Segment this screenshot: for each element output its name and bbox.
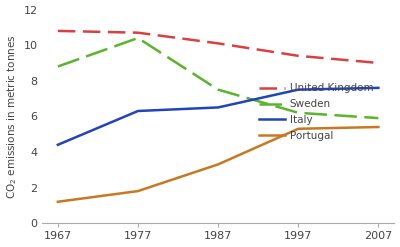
Sweden: [216, 88, 220, 91]
Sweden: [376, 117, 381, 120]
Y-axis label: CO$_2$ emissions in metric tonnes: CO$_2$ emissions in metric tonnes: [6, 34, 19, 199]
Portugal: [296, 127, 301, 130]
Sweden: [56, 65, 60, 68]
Line: Sweden: Sweden: [58, 38, 378, 118]
Portugal: [136, 190, 140, 193]
United Kingdom: [296, 54, 301, 57]
Italy: [296, 88, 301, 91]
United Kingdom: [376, 62, 381, 64]
Portugal: [56, 200, 60, 203]
Sweden: [136, 37, 140, 40]
Line: Portugal: Portugal: [58, 127, 378, 202]
United Kingdom: [216, 42, 220, 45]
Line: Italy: Italy: [58, 88, 378, 145]
Legend: United Kingdom, Sweden, Italy, Portugal: United Kingdom, Sweden, Italy, Portugal: [258, 83, 374, 141]
Portugal: [376, 125, 381, 128]
Italy: [136, 109, 140, 112]
Portugal: [216, 163, 220, 166]
Italy: [56, 143, 60, 146]
United Kingdom: [136, 31, 140, 34]
Italy: [376, 86, 381, 89]
Line: United Kingdom: United Kingdom: [58, 31, 378, 63]
Italy: [216, 106, 220, 109]
Sweden: [296, 111, 301, 114]
United Kingdom: [56, 29, 60, 32]
